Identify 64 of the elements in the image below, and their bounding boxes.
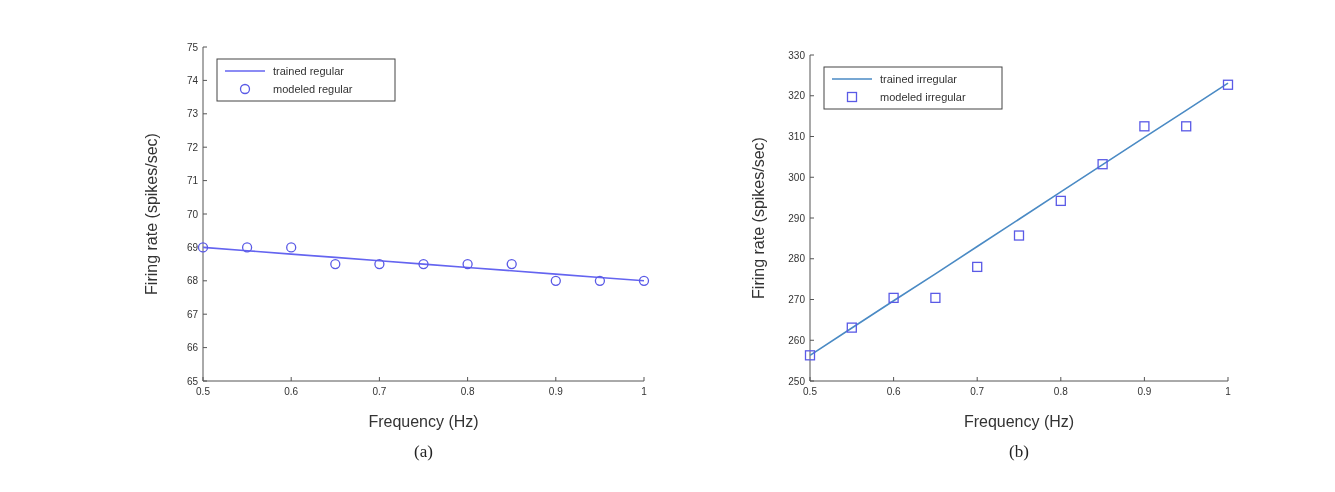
- y-tick-label: 74: [186, 74, 199, 86]
- y-tick-label: 69: [186, 241, 199, 253]
- point: [330, 258, 341, 270]
- y-tick-label: 270: [788, 294, 806, 305]
- x-tick-label: 0.8: [460, 386, 475, 397]
- y-tick-label: 280: [788, 253, 806, 265]
- y-tick-label: 65: [186, 375, 199, 387]
- point: [972, 261, 983, 273]
- x-tick-label: 0.9: [548, 386, 564, 397]
- point: [846, 322, 857, 333]
- point: [241, 242, 253, 253]
- point: [594, 275, 606, 286]
- x-tick-label: 1: [641, 386, 648, 397]
- legend-label: modeled regular: [273, 83, 353, 95]
- point: [1013, 230, 1025, 241]
- point: [286, 242, 297, 253]
- y-tick-label: 320: [788, 90, 806, 102]
- point: [930, 292, 941, 304]
- y-tick-label: 250: [788, 375, 806, 387]
- y-tick-label: 260: [788, 334, 806, 346]
- y-tick-label: 310: [788, 131, 806, 142]
- y-axis-title: Firing rate (spikes/sec): [143, 133, 160, 295]
- y-tick-label: 67: [186, 308, 199, 320]
- legend-label: trained irregular: [880, 73, 958, 85]
- point: [1222, 79, 1234, 90]
- x-tick-label: 0.9: [1137, 386, 1152, 397]
- x-axis-title: Frequency (Hz): [368, 413, 479, 430]
- point: [374, 258, 385, 270]
- point: [1097, 159, 1108, 170]
- x-tick-label: 0.5: [196, 386, 211, 397]
- point: [506, 258, 517, 270]
- y-tick-label: 75: [186, 41, 199, 53]
- point: [197, 242, 209, 253]
- x-tick-label: 0.6: [284, 386, 299, 397]
- y-tick-label: 66: [186, 342, 199, 354]
- y-tick-label: 330: [788, 49, 806, 61]
- y-tick-label: 300: [788, 171, 806, 183]
- y-tick-label: 290: [788, 212, 806, 224]
- y-tick-label: 70: [186, 208, 199, 220]
- x-tick-label: 0.6: [886, 386, 901, 397]
- point: [888, 292, 899, 304]
- point: [1181, 121, 1192, 132]
- text: (a): [414, 442, 433, 461]
- x-tick-label: 0.8: [1053, 386, 1069, 397]
- point: [1055, 195, 1066, 207]
- legend-label: modeled irregular: [880, 91, 966, 103]
- y-tick-label: 73: [186, 108, 199, 120]
- point: [550, 275, 561, 286]
- x-axis-title: Frequency (Hz): [963, 413, 1075, 430]
- point: [1139, 121, 1150, 132]
- point: [804, 350, 816, 361]
- point: [638, 275, 650, 286]
- y-tick-label: 68: [186, 275, 199, 287]
- text: (b): [1009, 442, 1029, 461]
- y-tick-label: 71: [186, 175, 199, 187]
- point: [462, 258, 473, 270]
- x-tick-label: 1: [1225, 386, 1232, 397]
- point: [418, 258, 429, 270]
- legend-label: trained regular: [273, 65, 345, 77]
- x-tick-label: 0.5: [803, 386, 818, 397]
- y-axis-title: Firing rate (spikes/sec): [750, 137, 767, 299]
- y-tick-label: 72: [186, 141, 199, 153]
- x-tick-label: 0.7: [970, 386, 985, 397]
- x-tick-label: 0.7: [372, 386, 387, 397]
